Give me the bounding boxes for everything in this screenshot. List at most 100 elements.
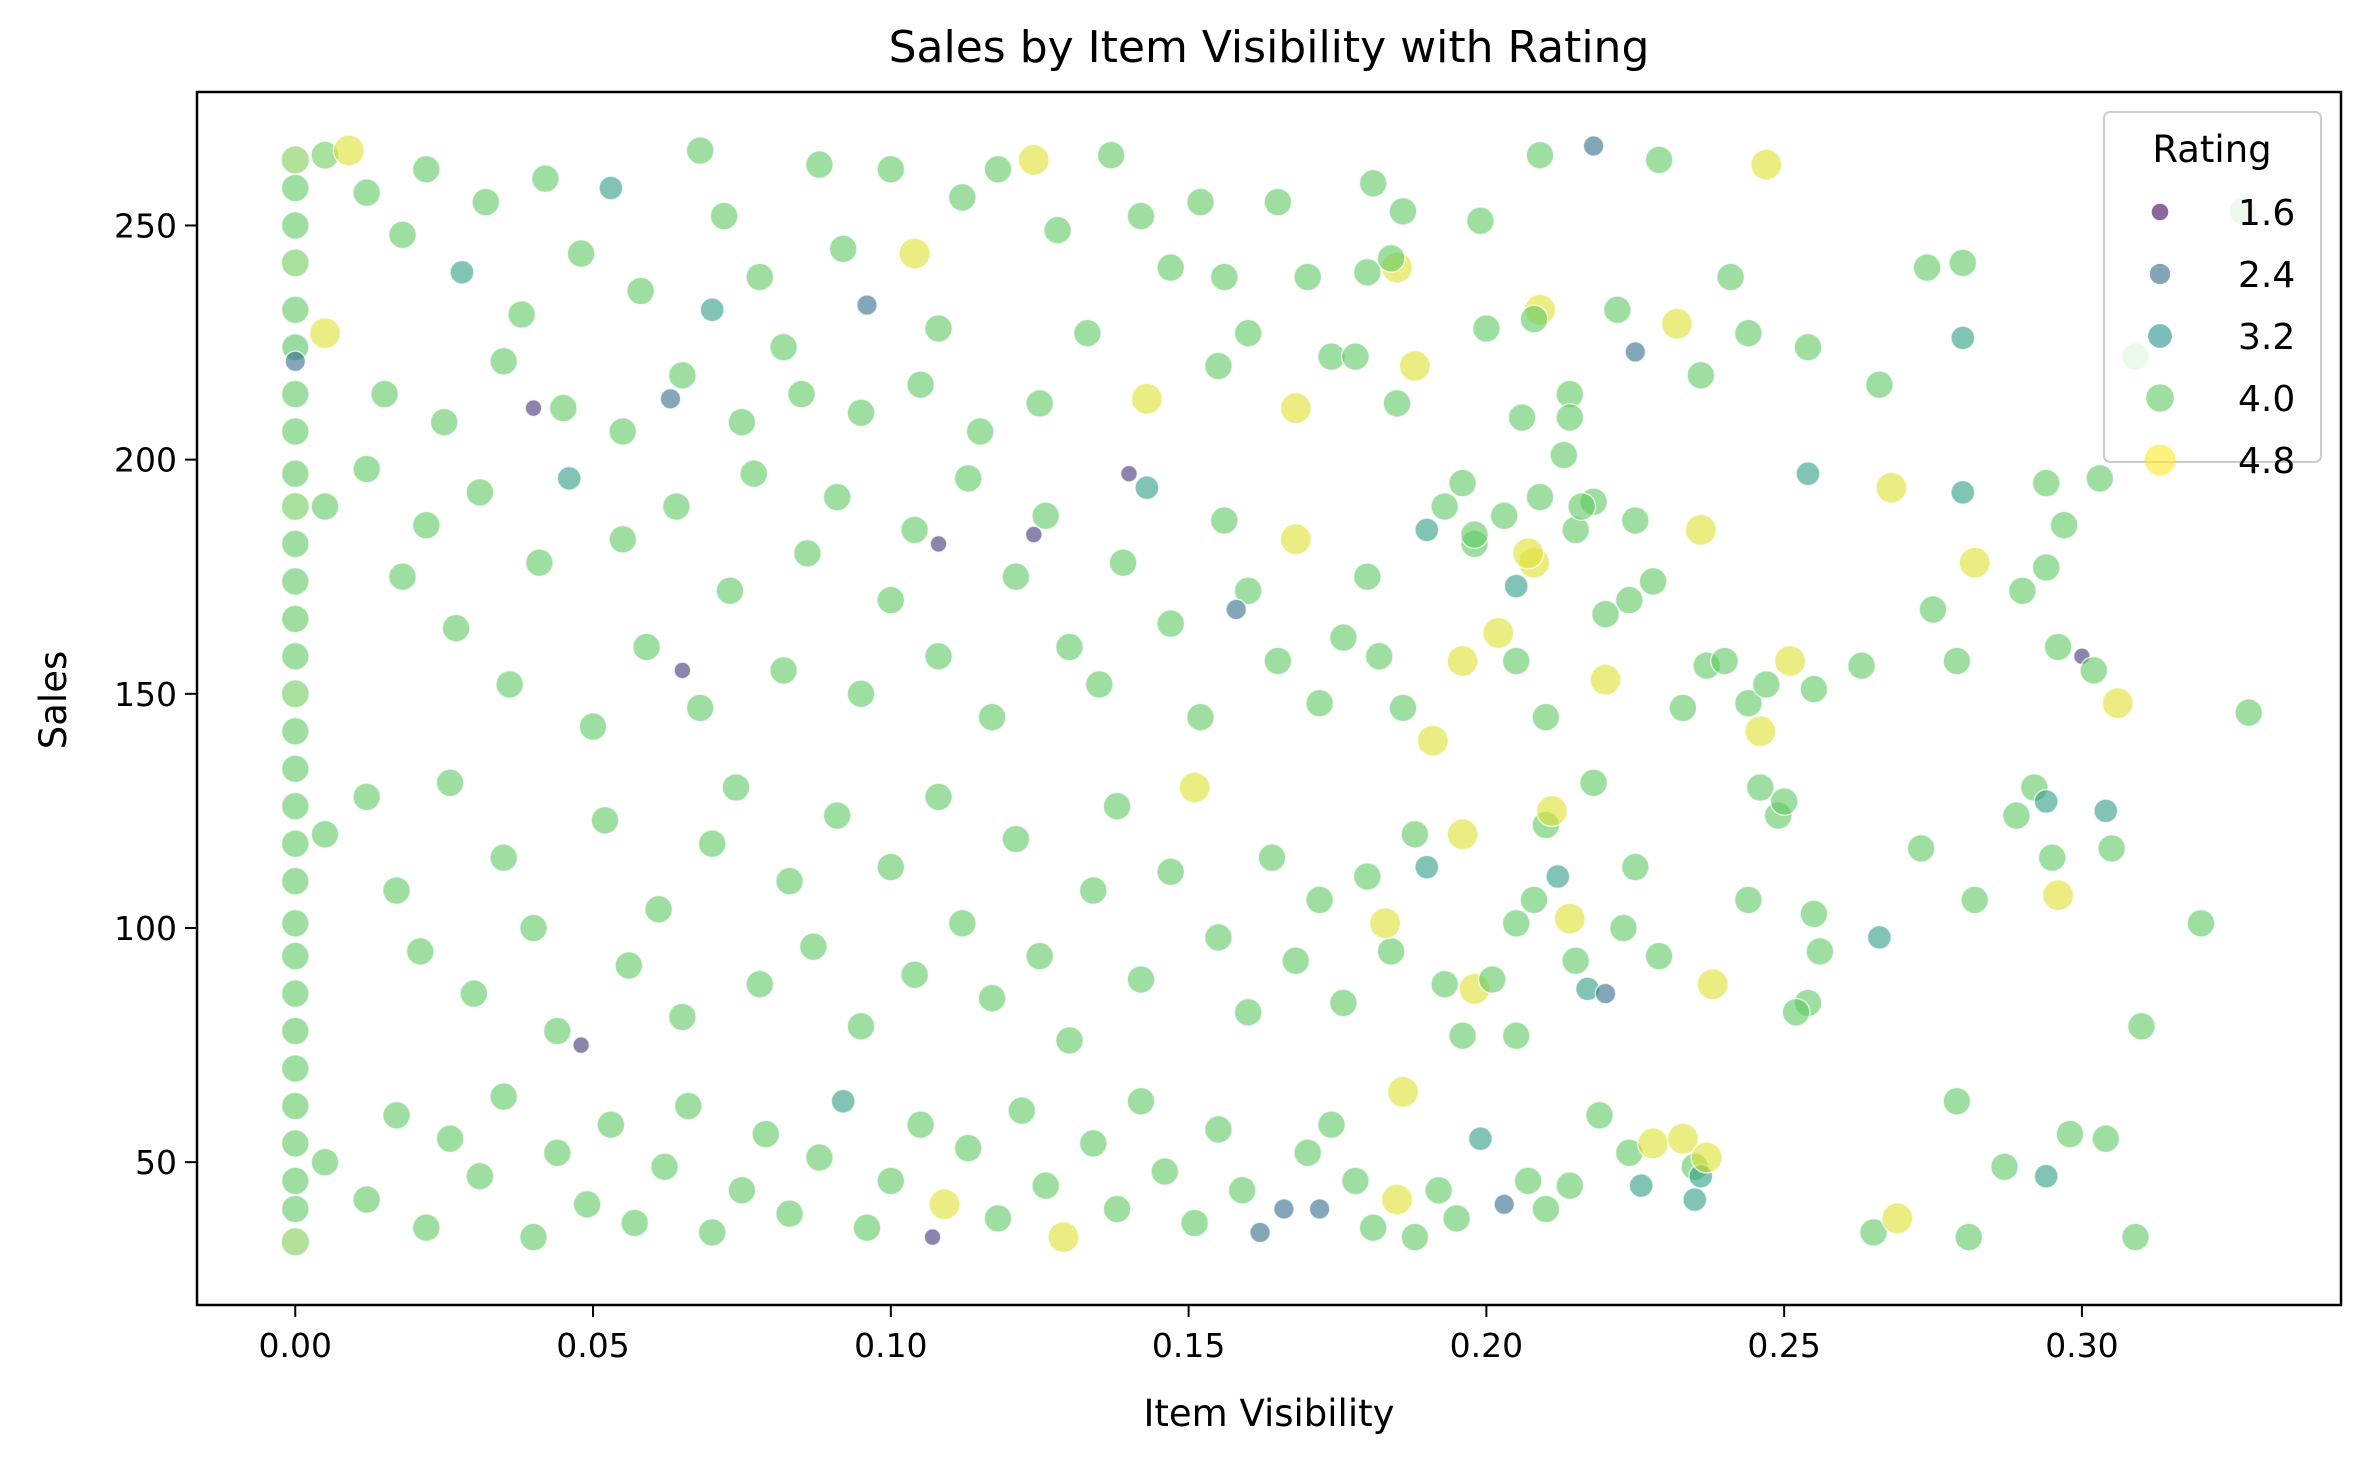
data-point (923, 313, 954, 344)
data-point (518, 913, 549, 943)
legend-label: 2.4 (2238, 255, 2295, 296)
data-point (751, 1119, 781, 1149)
data-point (1054, 632, 1085, 662)
data-point (2097, 833, 2127, 863)
data-point (280, 379, 310, 409)
data-point (1602, 295, 1632, 325)
data-point (1388, 196, 1418, 226)
data-point (1209, 505, 1239, 536)
data-point (280, 1194, 310, 1224)
data-point (429, 407, 459, 437)
data-point (1864, 370, 1894, 400)
data-point (644, 894, 674, 924)
data-point (435, 1124, 465, 1154)
y-axis: 50 100 150 200 250 (114, 206, 197, 1182)
legend-box (2103, 111, 2322, 463)
legend-marker (2151, 203, 2169, 221)
data-point (308, 316, 342, 350)
y-tick-label: 250 (114, 206, 177, 245)
data-point (608, 524, 638, 554)
data-point (953, 463, 983, 493)
data-point (1233, 997, 1263, 1027)
data-point (1793, 332, 1823, 362)
data-point (1031, 1171, 1061, 1201)
data-point (1958, 546, 1991, 579)
data-point (471, 187, 501, 217)
data-point (1906, 833, 1936, 863)
data-point (1805, 936, 1835, 966)
data-point (280, 144, 311, 175)
data-point (1582, 134, 1605, 157)
data-point (449, 259, 475, 285)
data-point (1465, 206, 1495, 236)
data-point (1400, 1222, 1430, 1252)
data-point (465, 1161, 495, 1191)
data-point (1531, 702, 1561, 732)
legend-label: 1.6 (2238, 193, 2295, 234)
data-point (280, 1166, 310, 1196)
data-point (1007, 1096, 1037, 1126)
data-point (352, 782, 382, 812)
data-point (1795, 461, 1821, 487)
legend-label: 3.2 (2238, 317, 2295, 358)
data-point (928, 1188, 961, 1221)
data-point (441, 613, 471, 643)
data-point (280, 491, 311, 522)
data-point (822, 801, 852, 831)
data-point (1471, 313, 1501, 344)
data-point (2085, 463, 2115, 493)
data-point (1501, 1021, 1531, 1051)
data-point (280, 459, 310, 489)
data-point (953, 1133, 983, 1163)
x-tick-label: 0.10 (854, 1326, 927, 1365)
data-point (1950, 325, 1976, 351)
data-point (1340, 1166, 1370, 1196)
data-point (596, 1110, 626, 1140)
data-point (804, 1142, 834, 1173)
data-point (846, 679, 876, 709)
data-point (280, 679, 311, 709)
data-point (2037, 843, 2067, 873)
data-point (411, 510, 441, 540)
data-point (1881, 1202, 1914, 1235)
data-point (1948, 248, 1978, 278)
data-point (1102, 791, 1132, 821)
data-point (727, 1175, 757, 1205)
data-point (1376, 936, 1406, 966)
data-point (280, 1128, 310, 1158)
data-point (697, 829, 727, 859)
data-point (1386, 1075, 1420, 1109)
data-point (2093, 798, 2119, 824)
x-tick-label: 0.25 (1747, 1326, 1820, 1365)
data-point (906, 1110, 936, 1140)
y-axis-label: Sales (32, 651, 75, 749)
data-point (1751, 669, 1781, 699)
data-point (709, 201, 739, 231)
data-point (1209, 262, 1239, 292)
data-point (1203, 922, 1233, 952)
data-point (1866, 924, 1893, 951)
data-point (1017, 143, 1051, 177)
data-point (1525, 140, 1555, 170)
data-point (1525, 482, 1555, 512)
data-point (280, 829, 310, 859)
data-point (2031, 468, 2061, 498)
data-point (1620, 852, 1650, 882)
data-point (1272, 1198, 1295, 1220)
x-axis: 0.00 0.05 0.10 0.15 0.20 0.25 0.30 (259, 1305, 2119, 1365)
data-point (1126, 1086, 1156, 1116)
data-point (1340, 342, 1370, 372)
data-point (1590, 599, 1621, 629)
data-point (626, 276, 656, 306)
data-point (659, 387, 682, 410)
data-point (965, 416, 995, 447)
data-point (923, 1228, 942, 1247)
legend-title: Rating (2152, 128, 2271, 171)
data-point (1684, 513, 1718, 547)
data-point (923, 782, 954, 812)
data-point (280, 979, 310, 1009)
data-point (1696, 967, 1729, 1001)
data-point (1989, 1152, 2020, 1182)
